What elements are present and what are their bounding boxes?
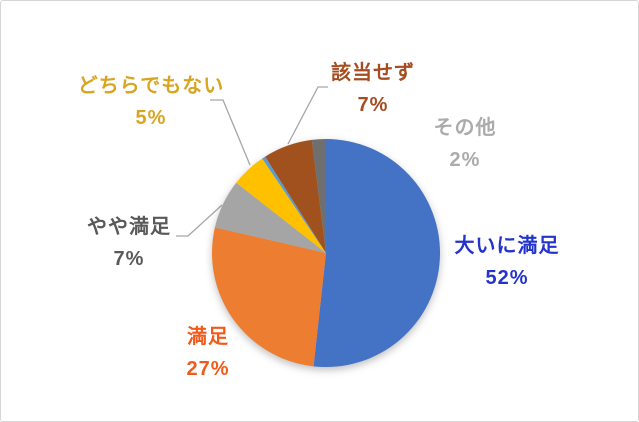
percent-text: 7% bbox=[113, 248, 145, 270]
category-text: やや満足 bbox=[87, 216, 171, 238]
category-text: 大いに満足 bbox=[454, 235, 560, 257]
percent-text: 5% bbox=[135, 107, 167, 129]
pie-slice-3[interactable] bbox=[236, 158, 326, 253]
category-text: その他 bbox=[433, 117, 497, 139]
leader-lines bbox=[176, 86, 328, 237]
percent-text: 7% bbox=[357, 94, 389, 116]
label-satisfied: 満足 27% bbox=[123, 321, 293, 385]
label-somewhat-satisfied: やや満足 7% bbox=[44, 211, 214, 275]
pie-slice-0[interactable] bbox=[313, 139, 440, 367]
category-text: 満足 bbox=[187, 326, 229, 348]
leader-line-5 bbox=[287, 86, 328, 145]
label-other: その他 2% bbox=[380, 112, 550, 176]
label-very-satisfied: 大いに満足 52% bbox=[422, 230, 592, 294]
pie-slice-1[interactable] bbox=[211, 227, 326, 367]
category-text: どちらでもない bbox=[77, 75, 225, 97]
leader-line-3 bbox=[210, 99, 251, 166]
percent-text: 52% bbox=[485, 267, 529, 289]
pie-slice-5[interactable] bbox=[265, 139, 326, 253]
pie-slice-2[interactable] bbox=[214, 182, 326, 253]
leader-line-2 bbox=[176, 204, 223, 237]
percent-text: 27% bbox=[186, 358, 230, 380]
label-neither: どちらでもない 5% bbox=[66, 70, 236, 134]
percent-text: 2% bbox=[449, 149, 481, 171]
pie-slice-6[interactable] bbox=[311, 139, 326, 253]
pie-slice-4[interactable] bbox=[262, 156, 326, 253]
label-not-applicable: 該当せず 7% bbox=[288, 57, 458, 121]
category-text: 該当せず bbox=[331, 62, 415, 84]
pie-slices bbox=[211, 139, 440, 367]
